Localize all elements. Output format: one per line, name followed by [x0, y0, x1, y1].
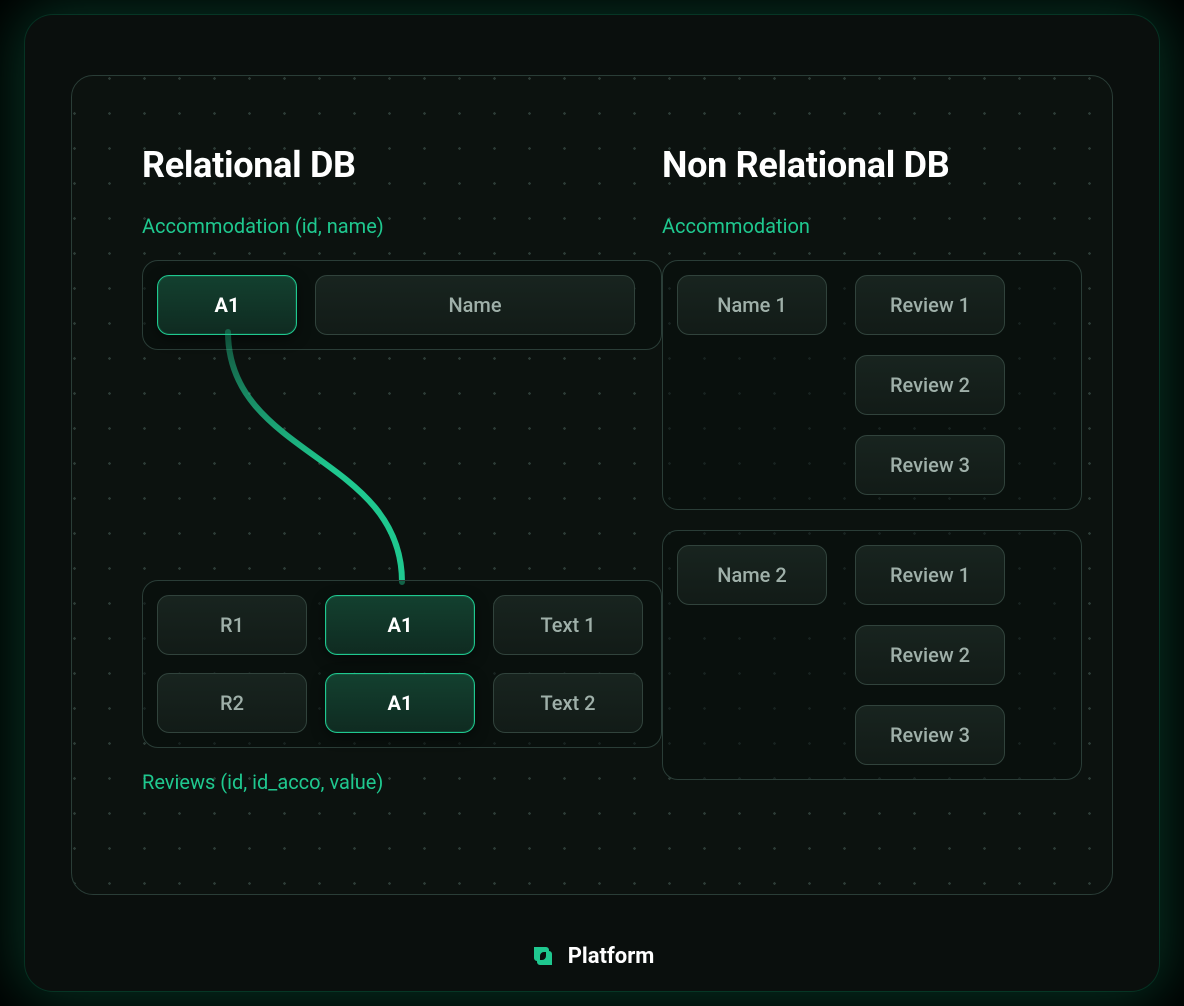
nonrelational-column: Non Relational DB Accommodation Name 1 R…: [662, 76, 1082, 780]
nonrel-doc2-review1: Review 1: [855, 545, 1005, 605]
reviews-row1-idacco: A1: [325, 595, 475, 655]
nonrel-doc1-panel: Name 1 Review 1 Review 2 Review 3: [662, 260, 1082, 510]
footer-brand-text: Platform: [568, 944, 655, 969]
nonrel-doc1-review3: Review 3: [855, 435, 1005, 495]
nonrel-doc2-review3: Review 3: [855, 705, 1005, 765]
diagram-card: Relational DB Accommodation (id, name) A…: [71, 75, 1113, 895]
reviews-row1-value: Text 1: [493, 595, 643, 655]
footer-brand: Platform: [25, 943, 1159, 969]
nonrel-doc1-review1: Review 1: [855, 275, 1005, 335]
nonrel-doc2-review2: Review 2: [855, 625, 1005, 685]
reviews-table-panel: R1 A1 Text 1 R2 A1 Text 2: [142, 580, 662, 748]
platform-logo-icon: [530, 943, 556, 969]
relational-column: Relational DB Accommodation (id, name) A…: [142, 76, 662, 794]
accommodation-table-panel: A1 Name: [142, 260, 662, 350]
relational-title: Relational DB: [142, 144, 662, 186]
reviews-row1-id: R1: [157, 595, 307, 655]
reviews-row2-value: Text 2: [493, 673, 643, 733]
reviews-row2-id: R2: [157, 673, 307, 733]
nonrel-doc1-review2: Review 2: [855, 355, 1005, 415]
accommodation-id-cell: A1: [157, 275, 297, 335]
nonrel-doc2-name: Name 2: [677, 545, 827, 605]
nonrel-doc2-panel: Name 2 Review 1 Review 2 Review 3: [662, 530, 1082, 780]
accommodation-name-cell: Name: [315, 275, 635, 335]
nonrel-schema-label: Accommodation: [662, 214, 1082, 238]
accommodation-schema-label: Accommodation (id, name): [142, 214, 662, 238]
outer-card: Relational DB Accommodation (id, name) A…: [25, 15, 1159, 991]
nonrelational-title: Non Relational DB: [662, 144, 1082, 186]
reviews-schema-label: Reviews (id, id_acco, value): [142, 770, 662, 794]
reviews-row2-idacco: A1: [325, 673, 475, 733]
nonrel-doc1-name: Name 1: [677, 275, 827, 335]
